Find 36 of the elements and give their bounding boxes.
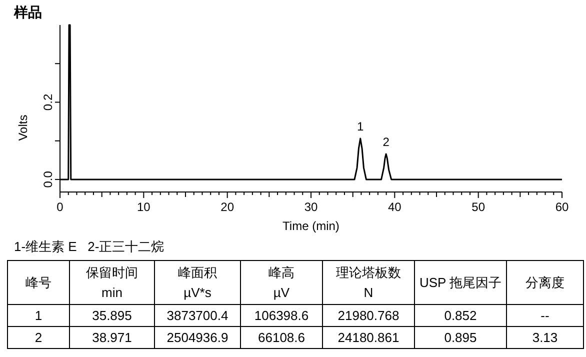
text: 峰号: [8, 260, 70, 304]
x-tick-label: 40: [388, 200, 402, 214]
text: 106398.6: [240, 304, 322, 326]
text: 38.971: [70, 326, 154, 348]
text: 1-维生素 E 2-正三十二烷: [14, 238, 164, 256]
y-axis-title: Volts: [16, 114, 30, 141]
x-tick-label: 10: [136, 200, 151, 214]
x-tick-label: 60: [555, 200, 569, 214]
text: 理论塔板数 N: [322, 260, 414, 304]
x-tick-label: 0: [56, 200, 64, 214]
text: 0.895: [414, 326, 506, 348]
text: 2504936.9: [154, 326, 240, 348]
text: --: [506, 304, 584, 326]
text: 峰面积 µV*s: [154, 260, 240, 304]
x-axis-title: Time (min): [282, 219, 340, 233]
text: 1: [8, 304, 70, 326]
text: 2: [8, 326, 70, 348]
text: 保留时间 min: [70, 260, 154, 304]
text: 0.852: [414, 304, 506, 326]
text: 3873700.4: [154, 304, 240, 326]
annotation: 2: [382, 134, 390, 149]
annotation: 1: [356, 120, 364, 134]
text: 24180.861: [322, 326, 414, 348]
y-tick-label: 0.2: [41, 94, 55, 111]
text: 峰高 µV: [240, 260, 322, 304]
x-tick-label: 30: [304, 200, 318, 214]
y-tick-label: 0.0: [41, 170, 55, 188]
text: 3.13: [506, 326, 584, 348]
text: 66108.6: [240, 326, 322, 348]
text: 分离度: [506, 260, 584, 304]
x-tick-label: 50: [472, 200, 486, 214]
chart-title: 样品: [13, 4, 42, 20]
text: USP 拖尾因子: [414, 260, 506, 304]
x-tick-label: 20: [220, 200, 234, 214]
text: 21980.768: [322, 304, 414, 326]
text: 35.895: [70, 304, 154, 326]
